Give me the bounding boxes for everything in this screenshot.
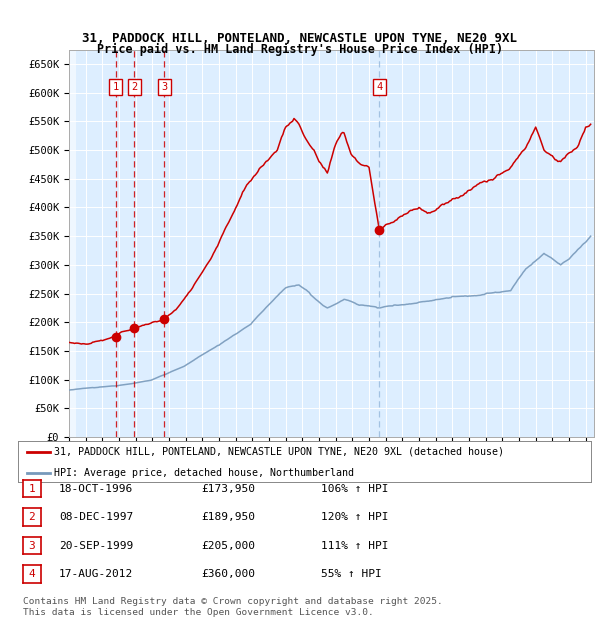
Text: 20-SEP-1999: 20-SEP-1999 [59, 541, 133, 551]
Text: Contains HM Land Registry data © Crown copyright and database right 2025.
This d: Contains HM Land Registry data © Crown c… [23, 598, 443, 617]
Bar [69, 50, 76, 437]
Text: £189,950: £189,950 [201, 512, 255, 522]
Text: 18-OCT-1996: 18-OCT-1996 [59, 484, 133, 494]
Text: 4: 4 [376, 82, 382, 92]
Text: 17-AUG-2012: 17-AUG-2012 [59, 569, 133, 579]
Text: 120% ↑ HPI: 120% ↑ HPI [321, 512, 389, 522]
Text: 4: 4 [28, 569, 35, 579]
Text: £360,000: £360,000 [201, 569, 255, 579]
Text: 31, PADDOCK HILL, PONTELAND, NEWCASTLE UPON TYNE, NE20 9XL (detached house): 31, PADDOCK HILL, PONTELAND, NEWCASTLE U… [53, 446, 503, 457]
Text: HPI: Average price, detached house, Northumberland: HPI: Average price, detached house, Nort… [53, 468, 353, 479]
Text: 111% ↑ HPI: 111% ↑ HPI [321, 541, 389, 551]
Text: 3: 3 [28, 541, 35, 551]
Text: 55% ↑ HPI: 55% ↑ HPI [321, 569, 382, 579]
Text: 1: 1 [28, 484, 35, 494]
Text: 31, PADDOCK HILL, PONTELAND, NEWCASTLE UPON TYNE, NE20 9XL: 31, PADDOCK HILL, PONTELAND, NEWCASTLE U… [83, 32, 517, 45]
Bar [69, 50, 76, 437]
Text: Price paid vs. HM Land Registry's House Price Index (HPI): Price paid vs. HM Land Registry's House … [97, 43, 503, 56]
Text: £205,000: £205,000 [201, 541, 255, 551]
Text: 2: 2 [28, 512, 35, 522]
Text: 2: 2 [131, 82, 137, 92]
Text: £173,950: £173,950 [201, 484, 255, 494]
Text: 106% ↑ HPI: 106% ↑ HPI [321, 484, 389, 494]
Text: 08-DEC-1997: 08-DEC-1997 [59, 512, 133, 522]
Text: 3: 3 [161, 82, 167, 92]
Text: 1: 1 [112, 82, 119, 92]
